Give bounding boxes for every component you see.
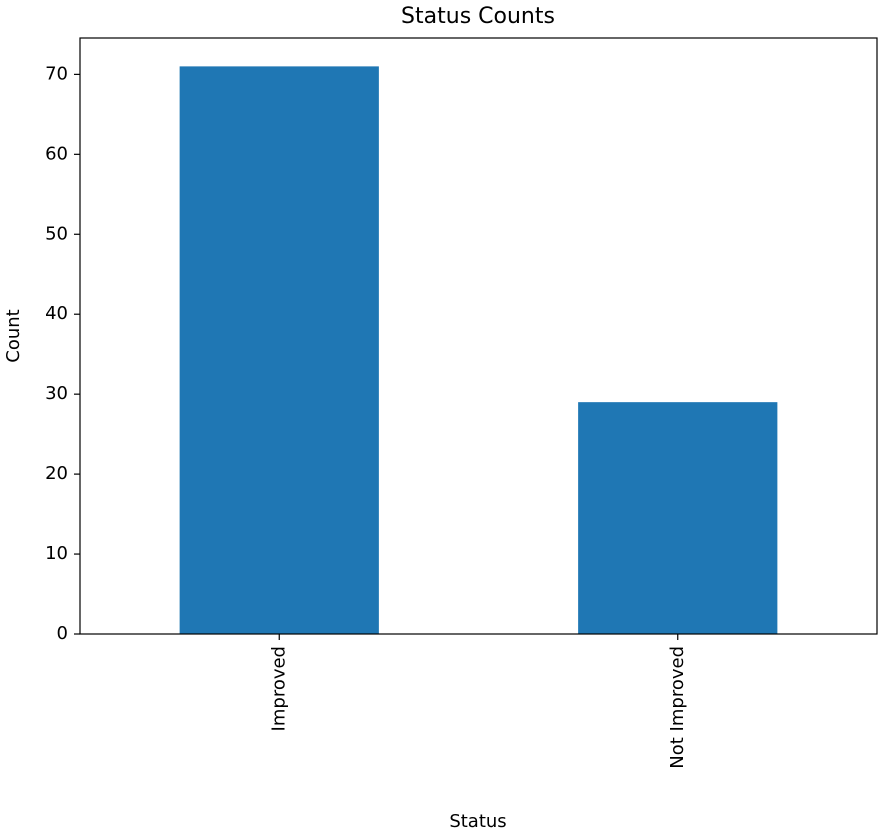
y-tick-label: 20 [45, 463, 68, 484]
y-tick-label: 50 [45, 223, 68, 244]
x-tick-label: Improved [268, 646, 289, 731]
x-tick-label: Not Improved [667, 646, 688, 769]
y-tick-label: 0 [57, 623, 68, 644]
y-tick-label: 40 [45, 303, 68, 324]
x-axis-label: Status [449, 811, 506, 832]
chart-title: Status Counts [401, 4, 555, 29]
y-tick-label: 60 [45, 143, 68, 164]
y-tick-label: 70 [45, 63, 68, 84]
bar [578, 402, 778, 634]
y-axis-label: Count [3, 309, 24, 362]
bar [179, 66, 379, 634]
y-tick-label: 10 [45, 543, 68, 564]
y-tick-label: 30 [45, 383, 68, 404]
plot-frame [79, 37, 878, 635]
